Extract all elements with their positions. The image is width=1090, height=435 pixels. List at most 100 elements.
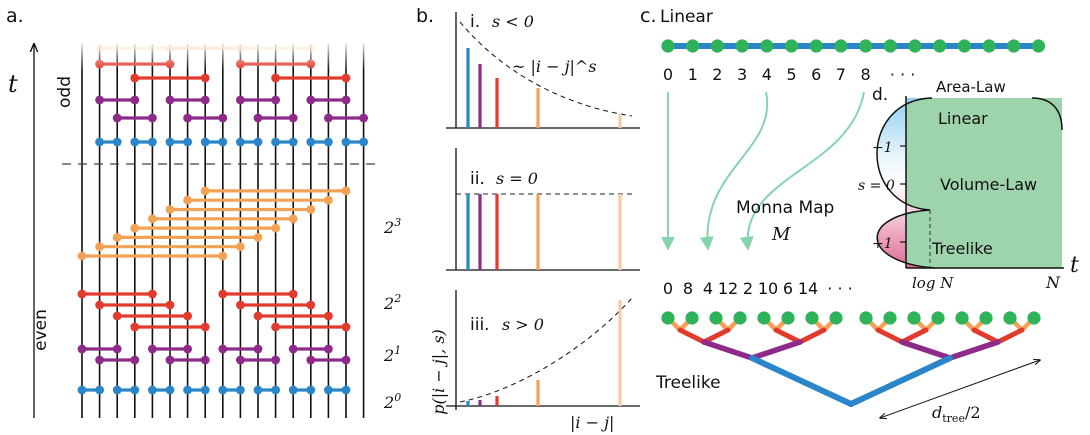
scale-label-2-2: 22 xyxy=(383,292,401,313)
two-qubit-gate xyxy=(95,300,175,310)
scale-label-2-3: 23 xyxy=(383,216,401,237)
phase-boundary xyxy=(876,97,935,269)
tree-leaf-node xyxy=(733,311,747,325)
two-qubit-gate xyxy=(130,73,210,83)
linear-index-label: 5 xyxy=(786,65,796,84)
panel-d-label: d. xyxy=(872,85,888,105)
tree-bond xyxy=(848,355,953,407)
two-qubit-gate xyxy=(95,355,140,365)
two-qubit-gate xyxy=(130,137,157,147)
two-qubit-gate xyxy=(306,137,333,147)
two-qubit-gate xyxy=(200,137,228,147)
monna-map-title: Monna Map xyxy=(736,198,834,218)
odd-label: odd xyxy=(55,76,75,108)
tree-index-label: 0 xyxy=(663,279,673,298)
two-qubit-gate xyxy=(218,344,263,354)
tree-index-label: 14 xyxy=(798,279,818,298)
monna-map-symbol: M xyxy=(771,224,791,245)
two-qubit-gate xyxy=(236,137,263,147)
linear-phase-label: Linear xyxy=(938,109,988,128)
two-qubit-gate xyxy=(183,195,333,205)
panel-c-label: c. xyxy=(640,5,657,27)
tree-leaf-node xyxy=(1027,311,1041,325)
two-qubit-gate xyxy=(165,355,210,365)
two-qubit-gate xyxy=(324,113,368,123)
monna-map-arrows xyxy=(661,91,865,251)
tree-bond xyxy=(899,339,953,361)
fade-overlay xyxy=(60,40,380,70)
y-tick-plus-one: +1 xyxy=(872,236,893,252)
two-qubit-gate xyxy=(288,344,333,354)
tree-depth-label: dtree/2 xyxy=(932,403,981,425)
tree-leaf-node xyxy=(661,311,675,325)
tree-leaf-node xyxy=(955,311,969,325)
linear-index-label: 7 xyxy=(836,65,846,84)
tree-bond xyxy=(773,327,803,345)
tree-leaf-node xyxy=(1003,311,1017,325)
qubit-node xyxy=(735,39,749,53)
qubit-node xyxy=(1031,39,1046,53)
tree-index-label: 6 xyxy=(783,279,793,298)
tree-index-label: 10 xyxy=(758,279,778,298)
linear-chain-indices: 0 1 2 3 4 5 6 7 8 · · · xyxy=(663,65,915,84)
tree-index-label: 4 xyxy=(703,279,713,298)
two-qubit-gate xyxy=(77,385,104,395)
tree-indices: 0 8 4 12 2 10 6 14 · · · xyxy=(663,279,853,298)
tree-bond xyxy=(797,327,827,345)
linear-index-label: · · · xyxy=(890,65,915,84)
two-qubit-gate xyxy=(112,311,193,321)
tree-leaf-node xyxy=(757,311,771,325)
two-qubit-gate xyxy=(112,233,263,242)
linear-chain-title: Linear xyxy=(660,7,713,27)
subplot-i-label: i. xyxy=(470,12,480,32)
qubit-node xyxy=(686,39,700,53)
qubit-node xyxy=(760,39,774,53)
tree-leaf-node xyxy=(931,311,945,325)
qubit-node xyxy=(661,39,675,53)
two-qubit-gate xyxy=(218,289,298,299)
subplot-iii-condition: s > 0 xyxy=(502,315,544,334)
tree-index-label: · · · xyxy=(827,279,852,298)
linear-index-label: 3 xyxy=(737,65,747,84)
qubit-node xyxy=(883,39,897,53)
two-qubit-gate xyxy=(306,355,351,365)
scale-label-2-0: 20 xyxy=(383,391,401,412)
qubit-node xyxy=(1007,39,1021,53)
tree-leaf-node xyxy=(979,311,993,325)
area-law-boundary xyxy=(1031,97,1063,131)
tree-bond xyxy=(995,327,1025,345)
two-qubit-gate xyxy=(148,385,175,395)
distance-axis-label: |i − j| xyxy=(570,413,614,432)
two-qubit-gate xyxy=(112,113,157,123)
tree-bond xyxy=(677,327,707,345)
two-qubit-gate xyxy=(148,214,298,224)
two-qubit-gate xyxy=(324,385,351,395)
tree-leaf-node xyxy=(859,311,873,325)
qubit-node xyxy=(809,39,823,53)
tree-bond xyxy=(701,327,731,345)
tree-bond xyxy=(875,327,905,345)
panel-a: a. t odd even 23 22 21 20 xyxy=(6,5,401,418)
tree-bond xyxy=(899,327,929,345)
two-qubit-gate xyxy=(236,300,316,310)
time-axis-label: t xyxy=(8,70,18,98)
two-qubit-gate xyxy=(183,385,210,395)
panel-d: d. Area-Law Linear Volume-Law Treelike −… xyxy=(858,78,1079,292)
two-qubit-gate xyxy=(271,73,351,83)
area-law-label: Area-Law xyxy=(936,78,1006,96)
panel-b-label: b. xyxy=(416,5,434,27)
two-qubit-gate xyxy=(236,355,280,365)
linear-index-label: 2 xyxy=(712,65,722,84)
tree-leaf-node xyxy=(709,311,723,325)
qubit-node xyxy=(859,39,873,53)
linear-index-label: 0 xyxy=(663,65,673,84)
tree-index-label: 12 xyxy=(718,279,738,298)
two-qubit-gate xyxy=(77,289,157,299)
tree-depth-arrow xyxy=(880,360,1040,418)
two-qubit-gate xyxy=(183,113,228,123)
linear-index-label: 4 xyxy=(762,65,772,84)
tree-bond xyxy=(971,327,1001,345)
probability-axis-label: p(|i − j|, s) xyxy=(429,329,448,415)
subplot-ii: ii. s = 0 xyxy=(446,148,640,271)
